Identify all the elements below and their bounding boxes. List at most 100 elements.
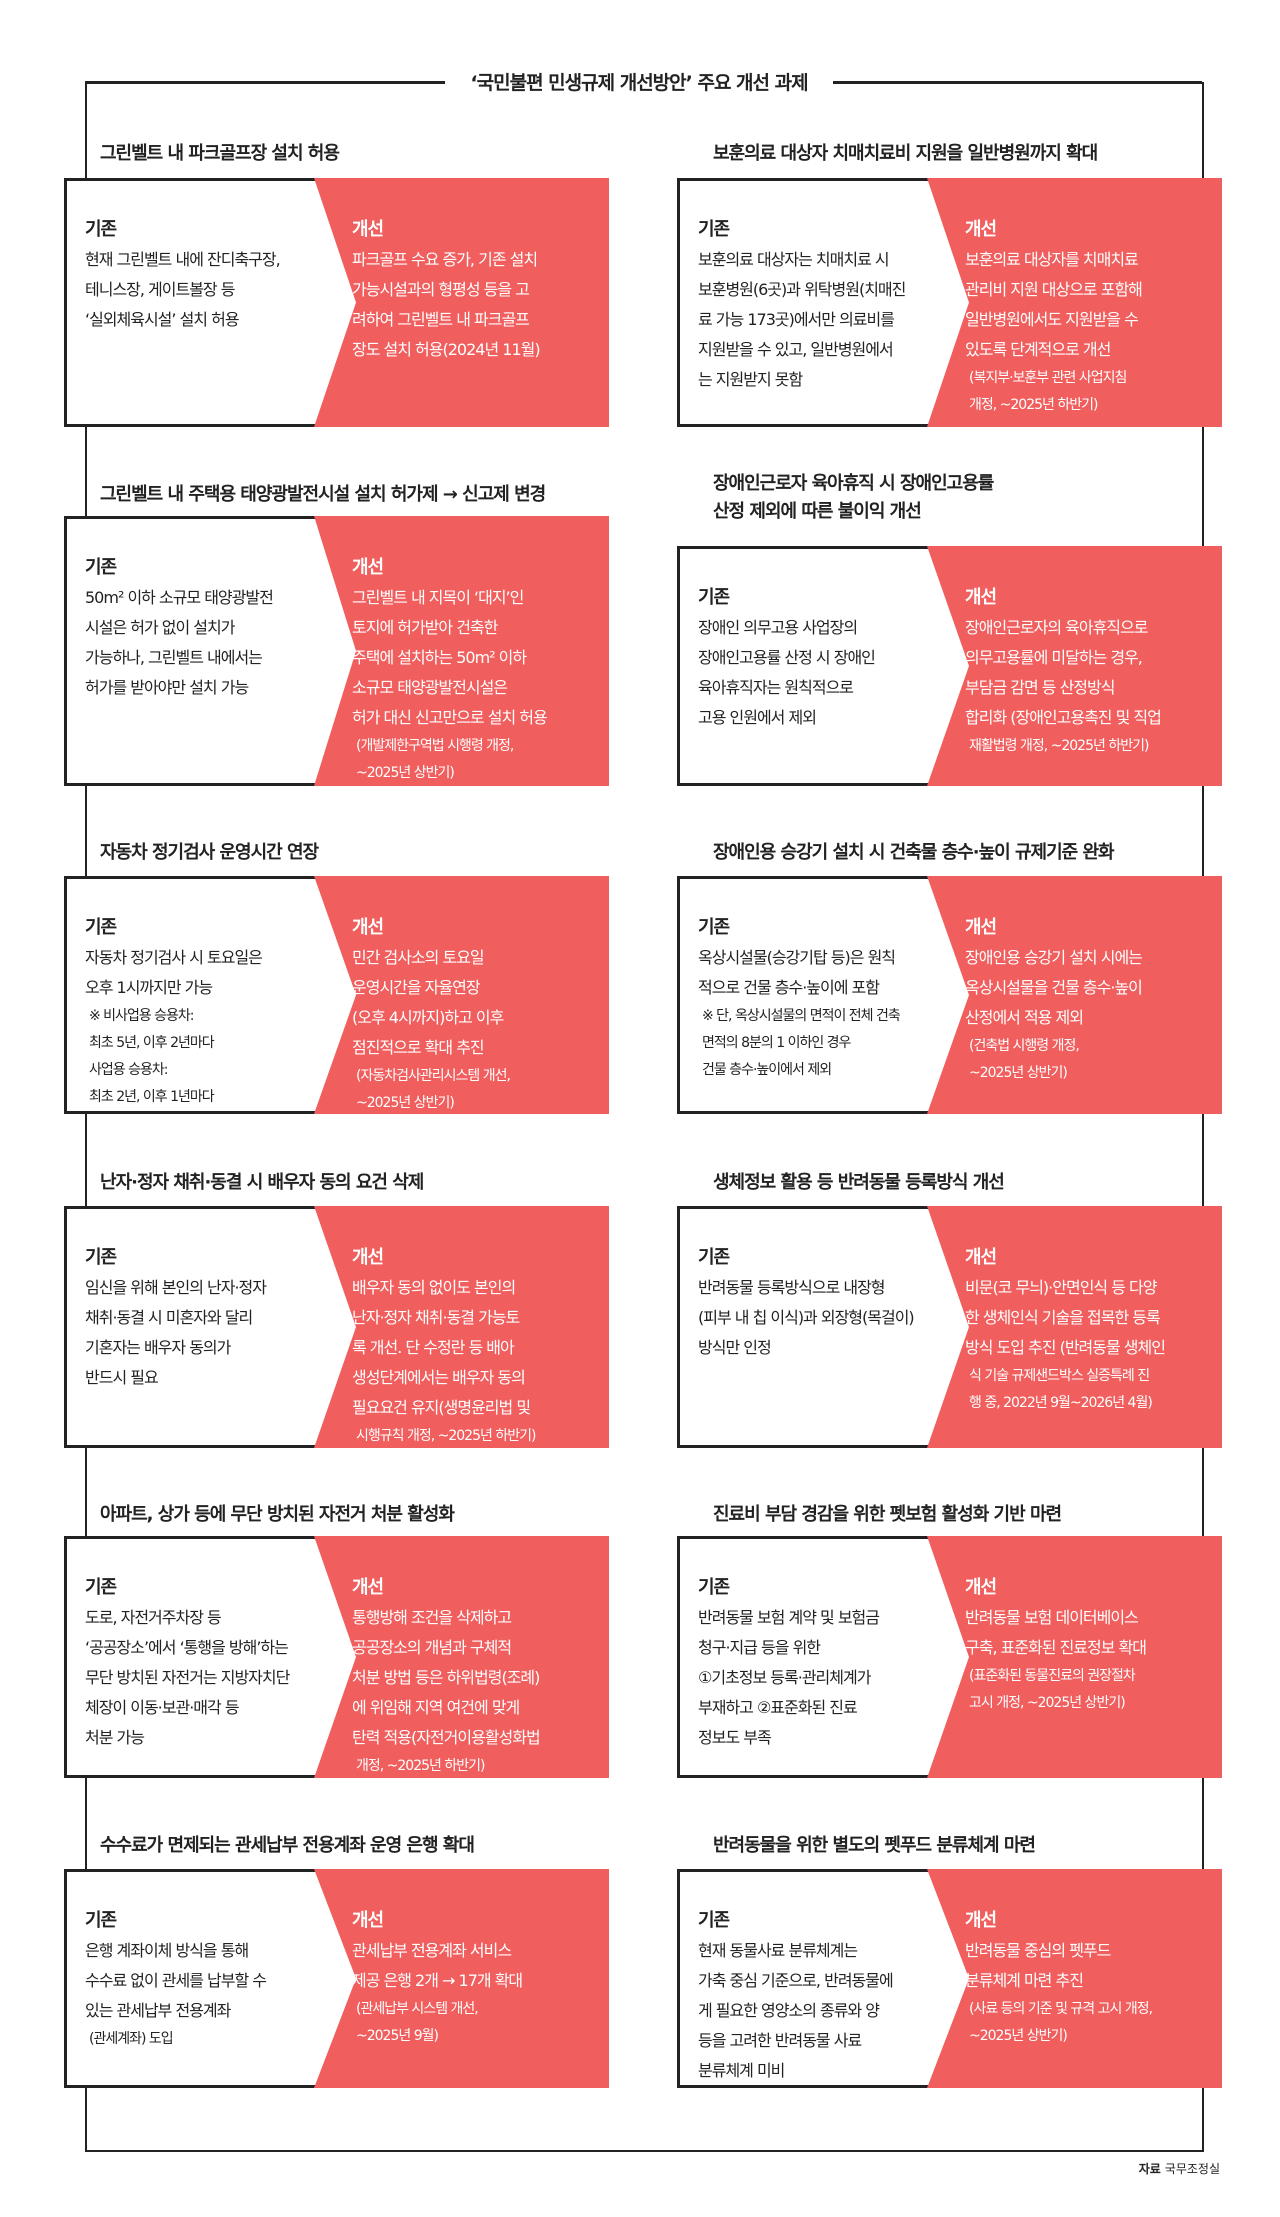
comparison-box: 기존 자동차 정기검사 시 토요일은 오후 1시까지만 가능 ※ 비사업용 승용차: …: [64, 876, 609, 1114]
before-text-line: 테니스장, 게이트볼장 등: [85, 280, 235, 299]
before-text-line: 체장이 이동·보관·매각 등: [85, 1698, 240, 1717]
before-label: 기존: [85, 1910, 117, 1931]
after-text-line: 난자·정자 채취·동결 가능토: [352, 1308, 520, 1327]
after-column: 개선 반려동물 중심의 펫푸드 분류체계 마련 추진 (사료 등의 기준 및 규격 고…: [965, 1906, 1210, 2050]
before-text-line: 가능하나, 그린벨트 내에서는: [85, 648, 263, 667]
item-title: 반려동물을 위한 별도의 펫푸드 분류체계 마련: [713, 1832, 1036, 1860]
after-note-line: (자동차검사관리시스템 개선,: [356, 1068, 511, 1084]
before-text-line: 료 가능 173곳)에서만 의료비를: [698, 310, 895, 329]
after-label: 개선: [965, 1910, 997, 1931]
after-text-line: 생성단계에서는 배우자 동의: [352, 1368, 526, 1387]
after-text-line: 방식 도입 추진 (반려동물 생체인: [965, 1338, 1166, 1357]
item-title: 수수료가 면제되는 관세납부 전용계좌 운영 은행 확대: [100, 1832, 475, 1860]
before-label: 기존: [85, 917, 117, 938]
after-label: 개선: [352, 557, 384, 578]
after-text-line: 민간 검사소의 토요일: [352, 948, 485, 967]
before-text-line: 허가를 받아야만 설치 가능: [85, 678, 249, 697]
after-label: 개선: [965, 219, 997, 240]
improvement-panel: [927, 1536, 1222, 1778]
after-column: 개선 반려동물 보험 데이터베이스 구축, 표준화된 진료정보 확대 (표준화된 동물…: [965, 1573, 1210, 1717]
before-column: 기존 현재 그린벨트 내에 잔디축구장, 테니스장, 게이트볼장 등 ‘실외체육시설’…: [85, 215, 315, 335]
item-title-line: 장애인용 승강기 설치 시 건축물 층수·높이 규제기준 완화: [713, 842, 1115, 863]
comparison-box: 기존 반려동물 등록방식으로 내장형 (피부 내 칩 이식)과 외장형(목걸이) 방식…: [677, 1206, 1222, 1448]
after-note-line: 개정, ~2025년 하반기): [356, 1758, 485, 1774]
after-text-line: 부담금 감면 등 산정방식: [965, 678, 1115, 697]
after-label: 개선: [352, 1910, 384, 1931]
before-text-line: 방식만 인정: [698, 1338, 772, 1357]
item-title-line: 산정 제외에 따른 불이익 개선: [713, 501, 922, 522]
before-column: 기존 장애인 의무고용 사업장의 장애인고용률 산정 시 장애인 육아휴직자는 원칙적…: [698, 583, 928, 733]
before-column: 기존 보훈의료 대상자는 치매치료 시 보훈병원(6곳)과 위탁병원(치매진 료 가능…: [698, 215, 928, 395]
improvement-panel: [314, 876, 609, 1114]
source-value: 국무조정실: [1164, 2162, 1220, 2176]
after-text-line: 공공장소의 개념과 구체적: [352, 1638, 512, 1657]
after-text-line: 탄력 적용(자전거이용활성화법: [352, 1728, 541, 1747]
item-title-line: 난자·정자 채취·동결 시 배우자 동의 요건 삭제: [100, 1172, 424, 1193]
before-text-line: 기혼자는 배우자 동의가: [85, 1338, 231, 1357]
comparison-box: 기존 도로, 자전거주차장 등 ‘공공장소’에서 ‘통행을 방해’하는 무단 방치된 …: [64, 1536, 609, 1778]
after-text-line: 옥상시설물을 건물 층수·높이: [965, 978, 1143, 997]
after-text-line: 구축, 표준화된 진료정보 확대: [965, 1638, 1147, 1657]
before-text-line: 게 필요한 영양소의 종류와 양: [698, 2001, 880, 2020]
comparison-box: 기존 옥상시설물(승강기탑 등)은 원칙 적으로 건물 층수·높이에 포함 ※ 단, …: [677, 876, 1222, 1114]
before-note-line: 최초 2년, 이후 1년마다: [89, 1089, 215, 1105]
before-column: 기존 자동차 정기검사 시 토요일은 오후 1시까지만 가능 ※ 비사업용 승용차: …: [85, 913, 315, 1111]
before-column: 기존 임신을 위해 본인의 난자·정자 채취·동결 시 미혼자와 달리 기혼자는 배우…: [85, 1243, 315, 1393]
before-text-line: 오후 1시까지만 가능: [85, 978, 213, 997]
after-text-line: 관세납부 전용계좌 서비스: [352, 1941, 512, 1960]
after-note-line: (복지부·보훈부 관련 사업지침: [969, 370, 1127, 386]
after-note-line: 행 중, 2022년 9월~2026년 4월): [969, 1395, 1153, 1411]
after-text-line: 배우자 동의 없이도 본인의: [352, 1278, 516, 1297]
after-column: 개선 장애인근로자의 육아휴직으로 의무고용률에 미달하는 경우, 부담금 감면 등 …: [965, 583, 1210, 760]
item-title: 진료비 부담 경감을 위한 펫보험 활성화 기반 마련: [713, 1501, 1062, 1529]
before-text-line: (피부 내 칩 이식)과 외장형(목걸이): [698, 1308, 915, 1327]
comparison-box: 기존 현재 그린벨트 내에 잔디축구장, 테니스장, 게이트볼장 등 ‘실외체육시설’…: [64, 178, 609, 427]
before-label: 기존: [85, 1247, 117, 1268]
after-note-line: (관세납부 시스템 개선,: [356, 2001, 479, 2017]
after-text-line: 관리비 지원 대상으로 포함해: [965, 280, 1143, 299]
before-column: 기존 은행 계좌이체 방식을 통해 수수료 없이 관세를 납부할 수 있는 관세납부 …: [85, 1906, 315, 2053]
before-note-line: (관세계좌) 도입: [89, 2031, 174, 2047]
after-text-line: 허가 대신 신고만으로 설치 허용: [352, 708, 548, 727]
before-text-line: 반드시 필요: [85, 1368, 159, 1387]
before-note-line: ※ 비사업용 승용차:: [89, 1008, 195, 1024]
before-label: 기존: [698, 1910, 730, 1931]
after-label: 개선: [352, 1247, 384, 1268]
after-text-line: 필요요건 유지(생명윤리법 및: [352, 1398, 531, 1417]
comparison-box: 기존 임신을 위해 본인의 난자·정자 채취·동결 시 미혼자와 달리 기혼자는 배우…: [64, 1206, 609, 1448]
before-label: 기존: [85, 557, 117, 578]
after-text-line: 에 위임해 지역 여건에 맞게: [352, 1698, 520, 1717]
after-text-line: 그린벨트 내 지목이 ‘대지’인: [352, 588, 524, 607]
after-text-line: 반려동물 보험 데이터베이스: [965, 1608, 1139, 1627]
before-label: 기존: [85, 1577, 117, 1598]
after-text-line: 의무고용률에 미달하는 경우,: [965, 648, 1143, 667]
before-text-line: 임신을 위해 본인의 난자·정자: [85, 1278, 267, 1297]
before-note-line: ※ 단, 옥상시설물의 면적이 전체 건축: [702, 1008, 901, 1024]
after-text-line: 비문(코 무늬)·안면인식 등 다양: [965, 1278, 1157, 1297]
after-text-line: 소규모 태양광발전시설은: [352, 678, 508, 697]
after-text-line: 록 개선. 단 수정란 등 배아: [352, 1338, 515, 1357]
after-column: 개선 그린벨트 내 지목이 ‘대지’인 토지에 허가받아 건축한 주택에 설치하는 5…: [352, 553, 597, 787]
before-column: 기존 도로, 자전거주차장 등 ‘공공장소’에서 ‘통행을 방해’하는 무단 방치된 …: [85, 1573, 315, 1753]
item-title-line: 생체정보 활용 등 반려동물 등록방식 개선: [713, 1172, 1005, 1193]
source-label: 자료: [1138, 2162, 1161, 2176]
after-note-line: 개정, ~2025년 하반기): [969, 397, 1098, 413]
item-title: 아파트, 상가 등에 무단 방치된 자전거 처분 활성화: [100, 1501, 455, 1529]
before-label: 기존: [698, 587, 730, 608]
after-column: 개선 민간 검사소의 토요일 운영시간을 자율연장 (오후 4시까지)하고 이후 점진적…: [352, 913, 597, 1117]
after-text-line: 합리화 (장애인고용촉진 및 직업: [965, 708, 1162, 727]
after-text-line: 점진적으로 확대 추진: [352, 1038, 485, 1057]
after-note-line: (개발제한구역법 시행령 개정,: [356, 738, 514, 754]
after-note-line: 시행규칙 개정, ~2025년 하반기): [356, 1428, 536, 1444]
after-text-line: 장애인근로자의 육아휴직으로: [965, 618, 1148, 637]
before-text-line: 50m² 이하 소규모 태양광발전: [85, 588, 274, 607]
frame-top-line: [833, 81, 1202, 84]
after-note-line: ~2025년 9월): [356, 2028, 439, 2044]
after-note-line: ~2025년 상반기): [969, 2028, 1068, 2044]
after-column: 개선 비문(코 무늬)·안면인식 등 다양 한 생체인식 기술을 접목한 등록 방식 …: [965, 1243, 1210, 1417]
before-column: 기존 50m² 이하 소규모 태양광발전 시설은 허가 없이 설치가 가능하나, 그린…: [85, 553, 315, 703]
improvement-panel: [314, 516, 609, 786]
after-note-line: 고시 개정, ~2025년 상반기): [969, 1695, 1126, 1711]
improvement-panel: [314, 1869, 609, 2088]
